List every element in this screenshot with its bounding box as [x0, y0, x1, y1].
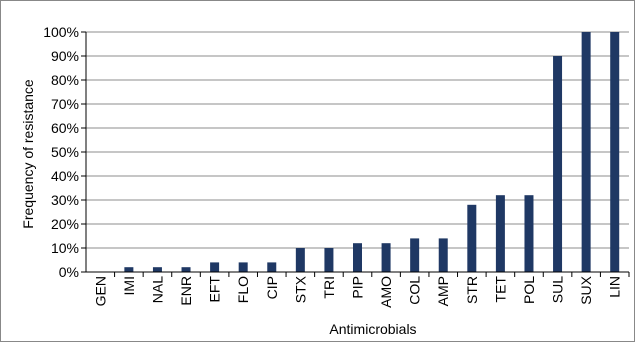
bar-amp [438, 238, 448, 272]
x-tick-label-pip: PIP [350, 276, 366, 299]
x-tick-label-imi: IMI [121, 276, 137, 295]
bar-str [467, 204, 477, 272]
x-tick-label-cip: CIP [264, 276, 280, 299]
y-tick-label: 20% [51, 216, 79, 232]
x-axis-title: Antimicrobials [329, 321, 416, 337]
y-tick-label: 30% [51, 192, 79, 208]
x-tick-label-gen: GEN [92, 276, 108, 306]
axes [81, 31, 630, 277]
bar-tet [495, 195, 505, 272]
bar-stx [295, 248, 305, 272]
x-tick-label-amo: AMO [378, 276, 394, 308]
bar-sux [581, 32, 591, 272]
y-tick-labels: 0% 10% 20% 30% 40% 50% 60% 70% 80% 90% 100% [43, 24, 79, 280]
y-tick-label: 70% [51, 96, 79, 112]
x-tick-label-str: STR [464, 276, 480, 304]
bar-col [410, 238, 420, 272]
x-tick-label-stx: STX [292, 275, 308, 303]
x-tick-label-enr: ENR [178, 276, 194, 306]
bar-nal [152, 267, 162, 272]
x-tick-label-amp: AMP [435, 276, 451, 306]
bar-sul [553, 56, 563, 272]
x-tick-label-nal: NAL [149, 276, 165, 303]
x-tick-label-eft: EFT [207, 276, 223, 303]
y-axis-title: Frequency of resistance [20, 79, 36, 229]
bar-tri [324, 248, 334, 272]
bar-pol [524, 195, 534, 272]
bar-cip [267, 262, 277, 272]
bar-enr [181, 267, 191, 272]
x-tick-label-col: COL [407, 276, 423, 305]
x-tick-label-pol: POL [521, 276, 537, 304]
y-tick-label: 10% [51, 240, 79, 256]
bar-flo [238, 262, 248, 272]
x-tick-label-sul: SUL [550, 276, 566, 303]
y-tick-label: 40% [51, 168, 79, 184]
y-tick-label: 80% [51, 72, 79, 88]
resistance-bar-chart: 0% 10% 20% 30% 40% 50% 60% 70% 80% 90% 100% GEN IMI… [20, 24, 630, 337]
x-tick-labels: GEN IMI NAL ENR EFT FLO CIP STX TRI PIP AMO COL AMP S… [92, 275, 622, 308]
x-tick-label-lin: LIN [607, 276, 623, 298]
x-tick-label-flo: FLO [235, 276, 251, 303]
bar-pip [353, 243, 362, 272]
bar-eft [210, 262, 220, 272]
gridlines [86, 31, 629, 273]
x-tick-label-tri: TRI [321, 276, 337, 299]
bars [124, 32, 620, 272]
y-tick-label: 90% [51, 48, 79, 64]
x-tick-label-tet: TET [492, 276, 508, 303]
y-tick-label: 0% [59, 264, 79, 280]
bar-amo [381, 243, 391, 272]
y-tick-label: 50% [51, 144, 79, 160]
bar-lin [610, 32, 620, 272]
y-tick-label: 100% [43, 24, 79, 40]
y-tick-label: 60% [51, 120, 79, 136]
x-tick-label-sux: SUX [578, 275, 594, 304]
bar-imi [124, 267, 134, 272]
